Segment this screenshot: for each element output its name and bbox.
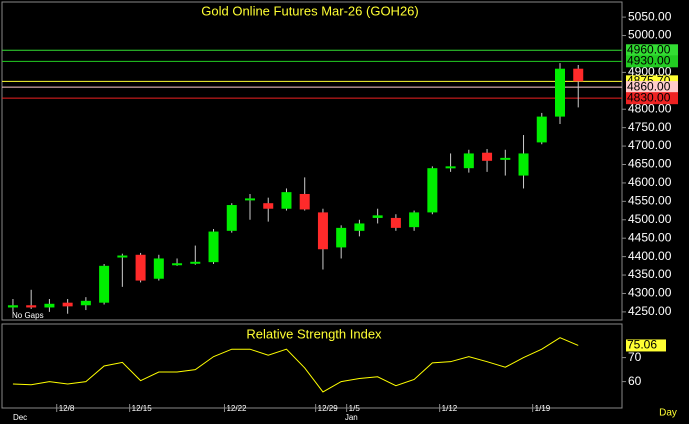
candle-body (299, 193, 310, 210)
candle-body (409, 212, 420, 228)
y-tick-label: 5000.00 (628, 28, 672, 42)
candle-body (354, 223, 365, 231)
y-tick-label: 4400.00 (628, 249, 672, 263)
y-tick-label: 4900.00 (628, 65, 672, 79)
y-tick-label: 4750.00 (628, 120, 672, 134)
rsi-last-box (626, 339, 666, 352)
rsi-line (12, 337, 579, 393)
price-level-box (626, 92, 678, 105)
candle-body (482, 152, 493, 161)
candle-body (190, 261, 201, 264)
chart-title: Gold Online Futures Mar-26 (GOH26) (201, 3, 418, 18)
candle-body (226, 205, 237, 231)
period-label: Day (659, 408, 677, 419)
candle-body (99, 265, 110, 303)
candle-body (500, 157, 511, 160)
x-tick-label: 12/29 (318, 404, 339, 413)
x-tick-label: 1/12 (442, 404, 458, 413)
x-tick-label: 1/5 (349, 404, 361, 413)
price-level-box (626, 44, 678, 57)
candle-body (208, 231, 219, 263)
candle-body (245, 198, 255, 201)
candle-body (62, 302, 73, 307)
candle-body (536, 116, 547, 143)
candle-body (336, 227, 347, 248)
candle-body (172, 263, 183, 266)
x-tick-label: 1/19 (535, 404, 551, 413)
y-tick-label: 4800.00 (628, 101, 672, 115)
y-tick-label: 4300.00 (628, 286, 672, 300)
candle-body (80, 300, 91, 306)
price-level-label: 4930.00 (627, 53, 671, 67)
candle-body (372, 215, 383, 218)
x-tick-label: 12/15 (132, 404, 153, 413)
y-tick-label: 4600.00 (628, 175, 672, 189)
rsi-last-label: 75.06 (627, 338, 657, 352)
candle-body (44, 303, 55, 308)
y-tick-label: 4550.00 (628, 194, 672, 208)
candle-body (427, 168, 438, 213)
candle-body (555, 68, 565, 117)
candle-body (463, 153, 474, 169)
x-tick-label: 12/22 (226, 404, 247, 413)
price-level-label: 4830.00 (627, 90, 671, 104)
month-label: Jan (345, 413, 358, 422)
gap-note: No Gaps (12, 311, 44, 320)
price-level-box (626, 81, 678, 94)
candle-body (153, 258, 164, 279)
candle-body (135, 254, 146, 281)
y-tick-label: 4350.00 (628, 267, 672, 281)
y-tick-label: 5050.00 (628, 9, 672, 23)
x-tick-label: 12/8 (59, 404, 75, 413)
candle-body (390, 217, 401, 228)
y-tick-label: 4650.00 (628, 157, 672, 171)
y-tick-label: 4450.00 (628, 230, 672, 244)
price-level-box (626, 55, 678, 68)
candle-body (26, 305, 37, 308)
y-tick-label: 4700.00 (628, 138, 672, 152)
candle-body (317, 212, 328, 250)
candle-body (117, 255, 128, 258)
candle-body (445, 166, 456, 169)
y-tick-label: 60 (628, 374, 642, 388)
y-tick-label: 4250.00 (628, 304, 672, 318)
candle-body (573, 68, 584, 82)
candle-body (281, 192, 292, 209)
month-label: Dec (13, 413, 27, 422)
price-level-label: 4860.00 (627, 79, 671, 93)
y-tick-label: 70 (628, 350, 642, 364)
candle-body (518, 153, 529, 176)
price-level-label: 4960.00 (627, 42, 671, 56)
y-tick-label: 4500.00 (628, 212, 672, 226)
candle-body (7, 305, 18, 308)
candle-body (263, 203, 274, 209)
rsi-title: Relative Strength Index (246, 326, 382, 341)
price-frame (1, 1, 623, 321)
